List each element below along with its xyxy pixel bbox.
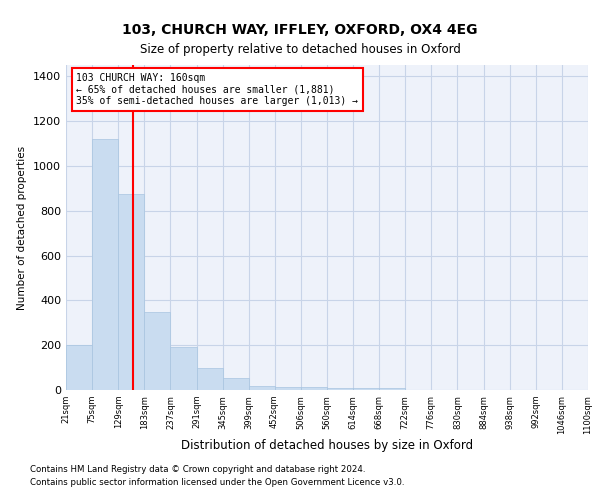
Bar: [92, 139, 118, 390]
Y-axis label: Number of detached properties: Number of detached properties: [17, 146, 28, 310]
Bar: [379, 388, 405, 390]
Bar: [170, 348, 197, 390]
Bar: [66, 345, 92, 390]
Bar: [197, 368, 223, 390]
Bar: [249, 386, 275, 390]
Bar: [275, 386, 301, 390]
Bar: [223, 378, 249, 390]
Text: 103, CHURCH WAY, IFFLEY, OXFORD, OX4 4EG: 103, CHURCH WAY, IFFLEY, OXFORD, OX4 4EG: [122, 22, 478, 36]
Text: Size of property relative to detached houses in Oxford: Size of property relative to detached ho…: [140, 42, 460, 56]
Bar: [145, 312, 170, 390]
Bar: [353, 388, 379, 390]
Bar: [301, 386, 327, 390]
X-axis label: Distribution of detached houses by size in Oxford: Distribution of detached houses by size …: [181, 440, 473, 452]
Text: Contains HM Land Registry data © Crown copyright and database right 2024.: Contains HM Land Registry data © Crown c…: [30, 466, 365, 474]
Bar: [118, 194, 145, 390]
Text: 103 CHURCH WAY: 160sqm
← 65% of detached houses are smaller (1,881)
35% of semi-: 103 CHURCH WAY: 160sqm ← 65% of detached…: [76, 73, 358, 106]
Bar: [327, 388, 353, 390]
Text: Contains public sector information licensed under the Open Government Licence v3: Contains public sector information licen…: [30, 478, 404, 487]
